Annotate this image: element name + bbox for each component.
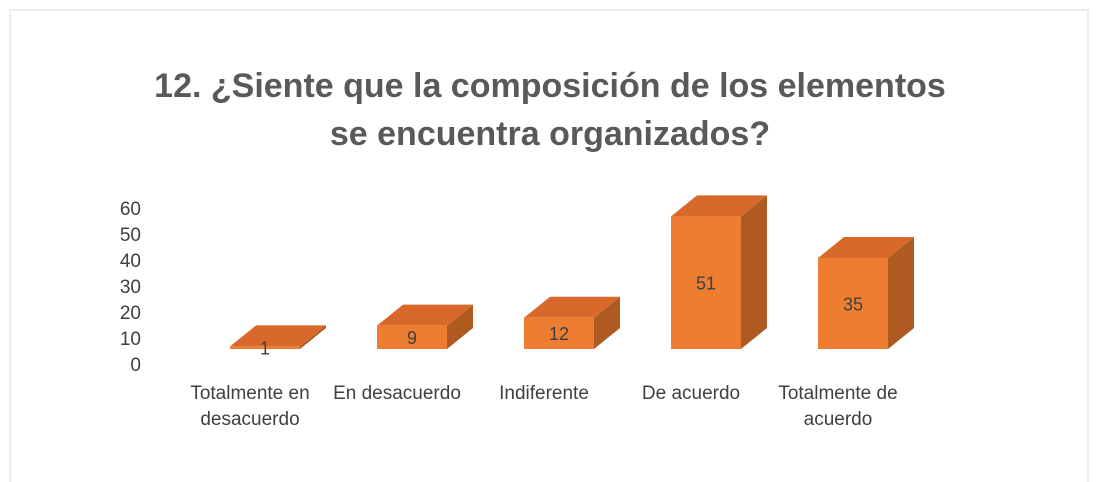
bar-top xyxy=(671,195,767,217)
bar-front xyxy=(818,258,888,349)
bar-side xyxy=(741,195,767,349)
y-tick-label: 10 xyxy=(120,329,141,350)
chart-title: 12. ¿Siente que la composición de los el… xyxy=(154,67,946,153)
x-tick-label: De acuerdo xyxy=(641,383,741,404)
y-tick-label: 40 xyxy=(120,251,141,272)
data-label: 9 xyxy=(407,328,417,348)
y-tick-label: 0 xyxy=(130,355,141,376)
bar-top xyxy=(524,296,620,318)
bar-front xyxy=(671,216,741,349)
data-label: 35 xyxy=(843,294,863,314)
bar xyxy=(524,296,620,349)
y-tick-label: 20 xyxy=(120,303,141,324)
data-label: 12 xyxy=(549,324,569,344)
bar-front xyxy=(377,325,447,349)
bar-side xyxy=(594,296,620,349)
bar xyxy=(230,325,326,349)
x-tick-label: Totalmente de acuerdo xyxy=(778,383,898,430)
bar-top xyxy=(818,237,914,258)
bar-side xyxy=(888,237,914,349)
x-tick-label: Totalmente en desacuerdo xyxy=(190,383,310,430)
bar-side xyxy=(300,325,326,349)
y-tick-label: 60 xyxy=(120,199,141,220)
chart-border xyxy=(9,9,1089,482)
bar xyxy=(377,304,473,349)
bar-front xyxy=(524,317,594,349)
y-tick-label: 30 xyxy=(120,277,141,298)
bar-front xyxy=(230,346,300,349)
y-tick-label: 50 xyxy=(120,225,141,246)
data-label: 51 xyxy=(696,273,716,293)
bar-side xyxy=(447,304,473,349)
bar xyxy=(818,237,914,349)
bar-top xyxy=(377,304,473,326)
x-tick-label: Indiferente xyxy=(499,383,589,404)
x-tick-label: En desacuerdo xyxy=(333,383,461,404)
bar xyxy=(671,195,767,349)
data-label: 1 xyxy=(260,338,270,358)
bar-top xyxy=(230,325,326,347)
